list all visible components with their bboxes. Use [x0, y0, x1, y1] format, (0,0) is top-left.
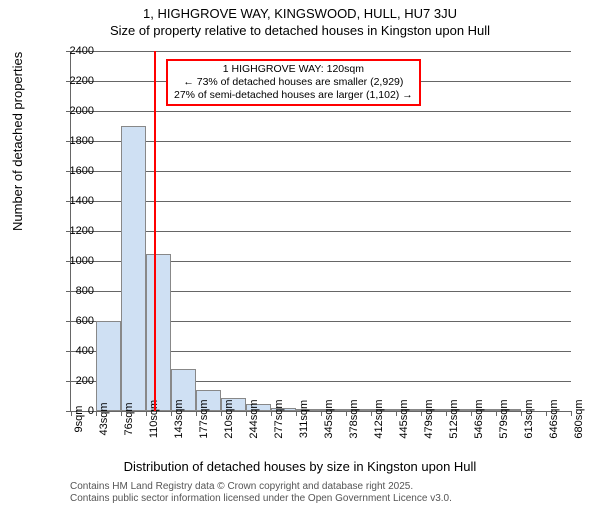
- x-tick-mark: [421, 411, 422, 416]
- annotation-line-2: ← 73% of detached houses are smaller (2,…: [174, 76, 413, 89]
- x-tick-label: 43sqm: [98, 402, 110, 435]
- y-tick-label: 1000: [54, 255, 94, 267]
- x-tick-label: 680sqm: [573, 399, 585, 438]
- y-tick-label: 600: [54, 315, 94, 327]
- x-tick-label: 445sqm: [398, 399, 410, 438]
- x-tick-label: 76sqm: [123, 402, 135, 435]
- annotation-line-3: 27% of semi-detached houses are larger (…: [174, 89, 413, 102]
- y-tick-label: 800: [54, 285, 94, 297]
- x-tick-mark: [471, 411, 472, 416]
- x-tick-label: 613sqm: [523, 399, 535, 438]
- reference-line: [154, 51, 156, 411]
- grid-line: [71, 171, 571, 172]
- x-tick-mark: [371, 411, 372, 416]
- x-tick-label: 345sqm: [323, 399, 335, 438]
- y-tick-label: 400: [54, 345, 94, 357]
- title-line-1: 1, HIGHGROVE WAY, KINGSWOOD, HULL, HU7 3…: [0, 6, 600, 21]
- footer-line-2: Contains public sector information licen…: [70, 493, 452, 504]
- histogram-bar: [146, 254, 171, 412]
- x-tick-label: 210sqm: [223, 399, 235, 438]
- x-tick-label: 479sqm: [423, 399, 435, 438]
- x-tick-mark: [296, 411, 297, 416]
- x-tick-label: 177sqm: [198, 399, 210, 438]
- x-tick-mark: [546, 411, 547, 416]
- x-tick-mark: [96, 411, 97, 416]
- y-tick-label: 200: [54, 375, 94, 387]
- x-tick-mark: [571, 411, 572, 416]
- x-tick-mark: [346, 411, 347, 416]
- x-tick-mark: [496, 411, 497, 416]
- y-tick-label: 1800: [54, 135, 94, 147]
- title-line-2: Size of property relative to detached ho…: [0, 23, 600, 38]
- x-tick-mark: [246, 411, 247, 416]
- x-tick-label: 378sqm: [348, 399, 360, 438]
- y-tick-label: 2400: [54, 45, 94, 57]
- x-tick-label: 546sqm: [473, 399, 485, 438]
- x-axis-label: Distribution of detached houses by size …: [0, 459, 600, 474]
- x-tick-label: 412sqm: [373, 399, 385, 438]
- x-tick-mark: [321, 411, 322, 416]
- x-tick-label: 646sqm: [548, 399, 560, 438]
- x-tick-mark: [271, 411, 272, 416]
- x-tick-label: 9sqm: [73, 406, 85, 433]
- grid-line: [71, 201, 571, 202]
- histogram-bar: [121, 126, 146, 411]
- annotation-box: 1 HIGHGROVE WAY: 120sqm ← 73% of detache…: [166, 59, 421, 106]
- x-tick-label: 277sqm: [273, 399, 285, 438]
- x-tick-label: 579sqm: [498, 399, 510, 438]
- grid-line: [71, 141, 571, 142]
- y-tick-label: 1600: [54, 165, 94, 177]
- y-tick-label: 2000: [54, 105, 94, 117]
- x-tick-mark: [521, 411, 522, 416]
- footer-line-1: Contains HM Land Registry data © Crown c…: [70, 481, 413, 492]
- x-tick-mark: [446, 411, 447, 416]
- x-tick-mark: [396, 411, 397, 416]
- grid-line: [71, 231, 571, 232]
- x-tick-label: 512sqm: [448, 399, 460, 438]
- x-tick-mark: [146, 411, 147, 416]
- x-tick-mark: [196, 411, 197, 416]
- x-tick-label: 244sqm: [248, 399, 260, 438]
- annotation-line-1: 1 HIGHGROVE WAY: 120sqm: [174, 63, 413, 76]
- grid-line: [71, 51, 571, 52]
- y-axis-label: Number of detached properties: [10, 52, 25, 231]
- histogram-bar: [96, 321, 121, 411]
- y-tick-label: 1400: [54, 195, 94, 207]
- x-tick-mark: [121, 411, 122, 416]
- x-tick-mark: [171, 411, 172, 416]
- grid-line: [71, 111, 571, 112]
- plot-area: 1 HIGHGROVE WAY: 120sqm ← 73% of detache…: [70, 51, 571, 412]
- x-tick-label: 311sqm: [298, 400, 310, 438]
- y-tick-label: 1200: [54, 225, 94, 237]
- x-tick-label: 143sqm: [173, 399, 185, 438]
- x-tick-mark: [221, 411, 222, 416]
- chart-container: 1, HIGHGROVE WAY, KINGSWOOD, HULL, HU7 3…: [0, 6, 600, 506]
- y-tick-label: 2200: [54, 75, 94, 87]
